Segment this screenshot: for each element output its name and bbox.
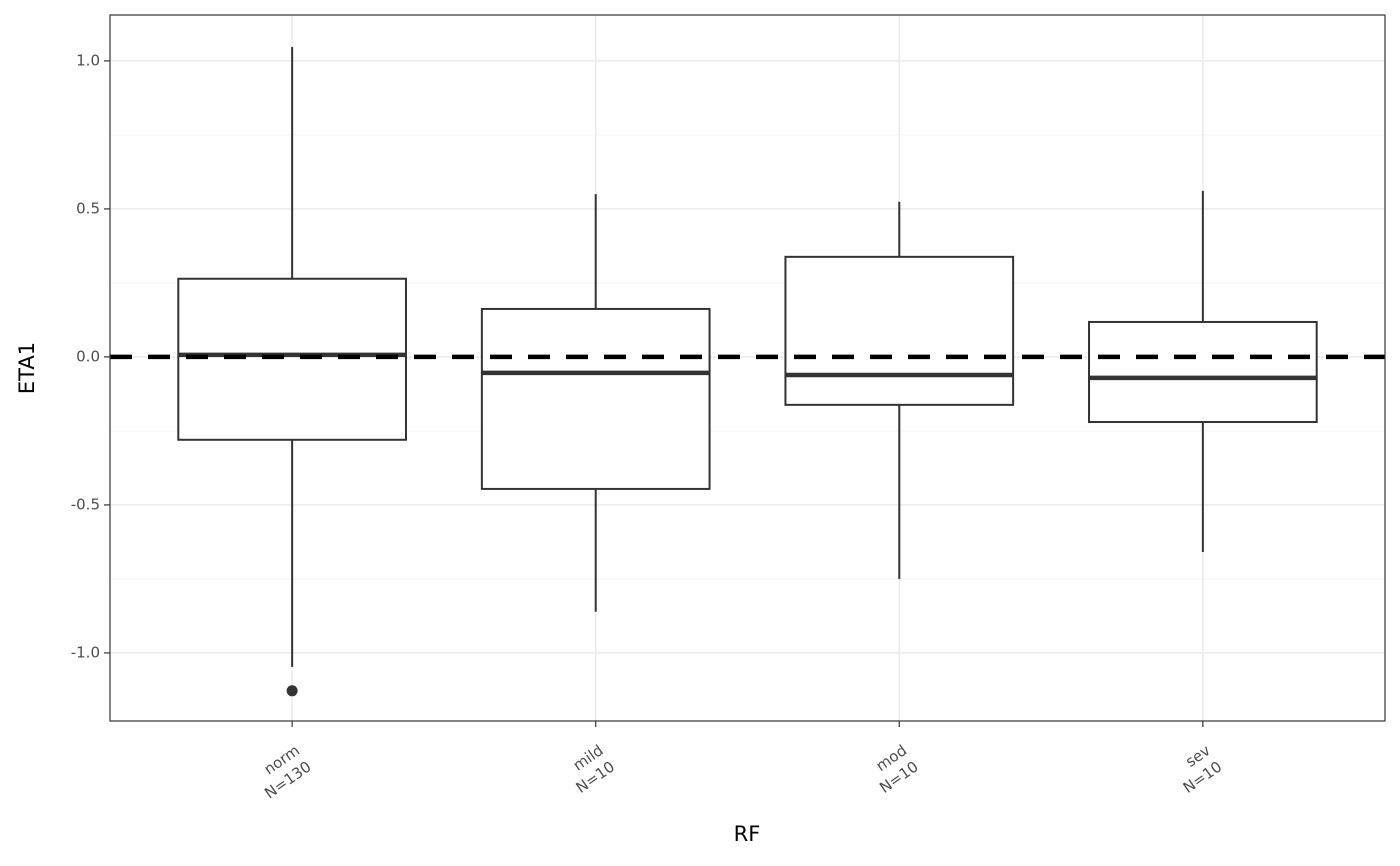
box: [784, 255, 1015, 406]
y-axis-title: ETA1: [15, 342, 39, 394]
y-tick-label: 1.0: [76, 51, 100, 69]
box: [177, 277, 407, 441]
panel-border: [109, 14, 1386, 722]
outlier: [286, 685, 298, 697]
y-tick-label: -0.5: [71, 495, 100, 513]
x-axis-title: RF: [734, 822, 761, 846]
box: [480, 307, 711, 490]
y-tick-label: -1.0: [71, 643, 100, 661]
box: [1088, 320, 1318, 424]
y-tick-label: 0.5: [76, 199, 100, 217]
y-tick-label: 0.0: [76, 347, 100, 365]
